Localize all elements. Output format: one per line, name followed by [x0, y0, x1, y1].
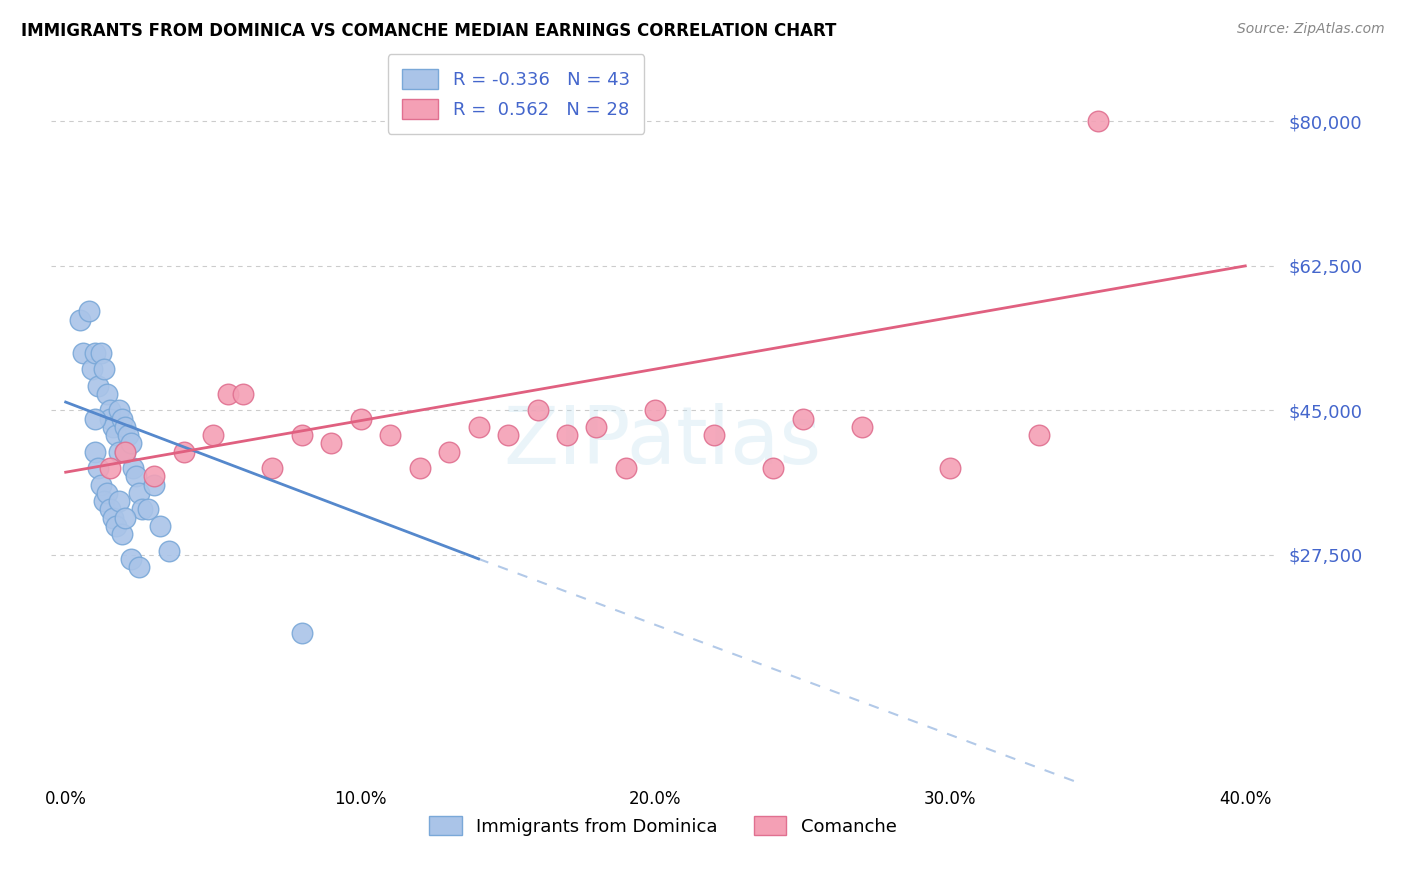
Point — [90, 345, 112, 359]
Point — [555, 428, 578, 442]
Point — [114, 444, 136, 458]
Point — [128, 560, 150, 574]
Point — [122, 461, 145, 475]
Legend: Immigrants from Dominica, Comanche: Immigrants from Dominica, Comanche — [420, 807, 905, 845]
Point — [378, 428, 401, 442]
Point — [114, 419, 136, 434]
Point — [98, 403, 121, 417]
Point — [107, 494, 129, 508]
Point — [585, 419, 607, 434]
Point — [104, 519, 127, 533]
Point — [291, 428, 314, 442]
Point — [217, 386, 239, 401]
Point — [107, 444, 129, 458]
Point — [120, 436, 142, 450]
Point — [98, 461, 121, 475]
Text: ZIPatlas: ZIPatlas — [503, 403, 823, 482]
Point — [173, 444, 195, 458]
Point — [437, 444, 460, 458]
Point — [82, 362, 104, 376]
Point — [792, 411, 814, 425]
Point — [120, 552, 142, 566]
Point — [496, 428, 519, 442]
Point — [703, 428, 725, 442]
Point — [90, 477, 112, 491]
Point — [157, 543, 180, 558]
Point — [111, 411, 134, 425]
Point — [128, 486, 150, 500]
Point — [291, 626, 314, 640]
Point — [939, 461, 962, 475]
Point — [131, 502, 153, 516]
Point — [143, 477, 166, 491]
Point — [107, 403, 129, 417]
Point — [114, 444, 136, 458]
Point — [101, 419, 124, 434]
Point — [77, 304, 100, 318]
Point — [93, 362, 115, 376]
Point — [117, 428, 139, 442]
Point — [319, 436, 342, 450]
Point — [93, 494, 115, 508]
Point — [87, 378, 110, 392]
Point — [98, 502, 121, 516]
Point — [114, 510, 136, 524]
Point — [111, 527, 134, 541]
Point — [96, 386, 118, 401]
Point — [84, 411, 107, 425]
Point — [851, 419, 873, 434]
Point — [202, 428, 225, 442]
Point — [1087, 114, 1109, 128]
Point — [262, 461, 284, 475]
Point — [526, 403, 548, 417]
Point — [87, 461, 110, 475]
Point — [467, 419, 489, 434]
Point — [232, 386, 254, 401]
Point — [98, 411, 121, 425]
Text: IMMIGRANTS FROM DOMINICA VS COMANCHE MEDIAN EARNINGS CORRELATION CHART: IMMIGRANTS FROM DOMINICA VS COMANCHE MED… — [21, 22, 837, 40]
Point — [104, 428, 127, 442]
Point — [101, 510, 124, 524]
Text: Source: ZipAtlas.com: Source: ZipAtlas.com — [1237, 22, 1385, 37]
Point — [143, 469, 166, 483]
Point — [72, 345, 94, 359]
Point — [84, 345, 107, 359]
Point — [96, 486, 118, 500]
Point — [1028, 428, 1050, 442]
Point — [349, 411, 371, 425]
Point — [149, 519, 172, 533]
Point — [136, 502, 159, 516]
Point — [125, 469, 148, 483]
Point — [644, 403, 666, 417]
Point — [69, 312, 91, 326]
Point — [762, 461, 785, 475]
Point — [84, 444, 107, 458]
Point — [408, 461, 430, 475]
Point — [614, 461, 637, 475]
